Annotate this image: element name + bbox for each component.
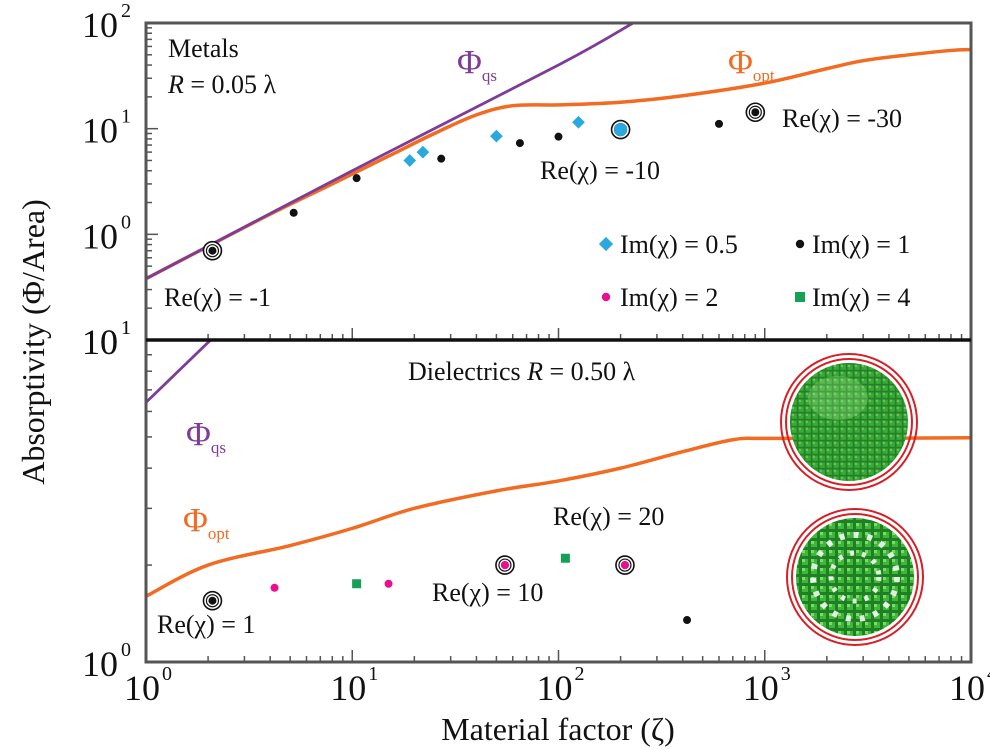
x-tick-exponent: 1: [368, 663, 378, 685]
y-tick-label: 10: [82, 322, 118, 362]
highlight-ring-inner: [748, 105, 762, 119]
marker-pink: [270, 583, 279, 592]
annotation-re-minus30: Re(χ) = -30: [782, 104, 902, 133]
highlight-rings-bottom: [202, 555, 635, 611]
marker-black: [208, 596, 217, 605]
marker-black: [751, 108, 760, 117]
y-tick-exponent: 1: [121, 317, 131, 339]
phi-opt-label-top: Φopt: [728, 44, 775, 85]
x-tick-label: 10: [537, 668, 573, 708]
y-tick-label: 10: [82, 644, 118, 684]
marker-black: [289, 208, 298, 217]
y-axis-label: Absorptivity (Φ/Area): [15, 199, 51, 485]
sphere-illustration-top: [780, 353, 918, 491]
legend-label-green: Im(χ) = 4: [812, 283, 910, 312]
marker-black: [352, 174, 361, 183]
voxel-sphere-bottom-holes: [810, 532, 900, 622]
legend-marker-green: [795, 292, 805, 302]
marker-pink: [384, 579, 393, 588]
x-tick-label: 10: [743, 668, 779, 708]
legend-marker-blue: [598, 236, 614, 252]
marker-green: [352, 579, 362, 589]
marker-blue: [403, 154, 417, 167]
marker-black: [714, 119, 723, 128]
marker-blue-highlighted: [614, 123, 628, 137]
x-tick-exponent: 0: [162, 663, 172, 685]
highlight-ring-inner: [205, 244, 220, 258]
sphere-ring-inner-top: [785, 358, 913, 486]
curves-top: [146, 23, 971, 281]
y-tick-label: 10: [82, 111, 118, 151]
phi-qs-curve-top: [146, 23, 634, 280]
legend-marker-black: [795, 239, 805, 249]
y-tick-exponent: 2: [121, 0, 131, 22]
y-tick-exponent: 1: [121, 317, 131, 339]
sphere-ring-outer-top: [780, 353, 918, 491]
x-axis-label: Material factor (ζ): [441, 711, 675, 747]
y-tick-label: 10: [82, 216, 118, 256]
marker-black: [437, 154, 446, 163]
sphere-illustration-bottom: [786, 508, 924, 646]
marker-pink-highlighted: [500, 561, 509, 570]
voxel-sphere-top-highlight: [808, 376, 868, 420]
legend-marker-pink: [601, 292, 611, 302]
voxel-sphere-top: [790, 363, 908, 481]
dielectrics-title: Dielectrics R = 0.50 λ: [408, 357, 636, 386]
marker-black: [515, 139, 524, 148]
annotation-re-minus10: Re(χ) = -10: [540, 156, 660, 185]
highlight-ring-inner: [205, 594, 220, 608]
y-tick-exponent: 1: [121, 106, 131, 128]
marker-blue: [490, 129, 503, 143]
metals-title: Metals: [168, 34, 239, 63]
markers-top: [208, 108, 760, 255]
markers-bottom: [208, 553, 692, 625]
highlight-ring-inner: [618, 558, 632, 572]
x-tick-exponent: 2: [575, 663, 585, 685]
marker-pink-highlighted: [620, 561, 629, 570]
x-tick-exponent: 3: [781, 663, 791, 685]
x-tick-label: 10: [124, 668, 160, 708]
sphere-ring-outer-bottom: [786, 508, 924, 646]
legend-label-black: Im(χ) = 1: [812, 230, 910, 259]
phi-opt-curve-bottom: [146, 436, 971, 598]
x-tick-label: 10: [949, 668, 985, 708]
x-tick-exponent: 4: [987, 663, 990, 685]
marker-black: [554, 132, 563, 141]
legend: Im(χ) = 0.5 Im(χ) = 1 Im(χ) = 2 Im(χ) = …: [598, 230, 910, 312]
x-tick-labels: 100101102103104: [124, 663, 990, 708]
annotation-re-20: Re(χ) = 20: [553, 502, 664, 531]
highlight-ring-inner: [498, 558, 512, 572]
phi-opt-curve-top: [146, 47, 971, 281]
marker-black: [208, 246, 217, 255]
y-tick-exponent: 0: [121, 211, 131, 233]
marker-blue: [572, 115, 585, 129]
phi-qs-curve-bottom: [146, 340, 213, 404]
y-tick-exponent: 0: [121, 639, 131, 661]
highlight-rings-top: [202, 102, 766, 261]
marker-green: [560, 553, 570, 563]
annotation-re-10: Re(χ) = 10: [432, 578, 543, 607]
legend-label-pink: Im(χ) = 2: [620, 283, 718, 312]
voxel-sphere-top-shade: [790, 363, 908, 481]
voxel-sphere-bottom-holes-inner: [828, 550, 882, 604]
phi-opt-label-bottom: Φopt: [183, 502, 230, 543]
marker-blue: [416, 145, 430, 159]
annotation-re-1: Re(χ) = 1: [157, 610, 255, 639]
y-tick-label: 10: [82, 322, 118, 362]
phi-qs-label-top: Φqs: [457, 44, 497, 85]
y-tick-label: 10: [82, 5, 118, 45]
legend-label-blue: Im(χ) = 0.5: [620, 230, 738, 259]
metals-radius: R = 0.05 λ: [167, 70, 277, 99]
sphere-ring-inner-bottom: [791, 513, 919, 641]
phi-qs-label-bottom: Φqs: [186, 416, 226, 457]
y-tick-labels-top: 10 110 010 110 2: [82, 0, 131, 362]
x-tick-label: 10: [330, 668, 366, 708]
marker-black: [683, 616, 692, 625]
annotation-re-minus1: Re(χ) = -1: [164, 283, 271, 312]
curves-bottom: [146, 340, 971, 598]
